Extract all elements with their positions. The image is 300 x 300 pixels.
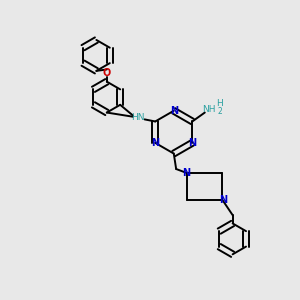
- Text: N: N: [182, 168, 190, 178]
- Text: H: H: [216, 99, 222, 108]
- Text: O: O: [103, 68, 111, 78]
- Text: N: N: [219, 195, 227, 205]
- Text: N: N: [188, 138, 196, 148]
- Text: N: N: [170, 106, 178, 116]
- Text: NH: NH: [202, 105, 215, 114]
- Text: HN: HN: [131, 113, 145, 122]
- Text: 2: 2: [217, 107, 222, 116]
- Text: N: N: [151, 138, 159, 148]
